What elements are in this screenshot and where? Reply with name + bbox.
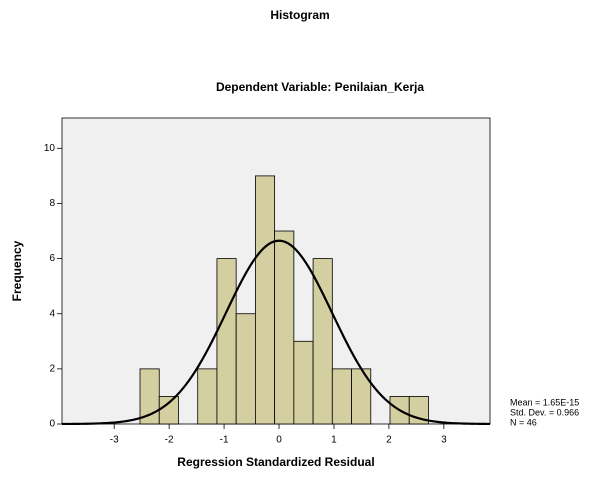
stat-label: Mean = 1.65E-15: [510, 397, 579, 407]
bar: [235, 313, 256, 425]
y-tick-label: 6: [49, 253, 55, 264]
y-tick-label: 0: [49, 419, 55, 430]
x-tick-label: -2: [165, 435, 174, 446]
x-tick-label: 2: [386, 435, 392, 446]
stat-label: N = 46: [510, 417, 537, 427]
y-tick-label: 10: [44, 143, 56, 154]
y-tick-label: 2: [49, 364, 55, 375]
bar: [331, 368, 352, 425]
chart-subtitle: Dependent Variable: Penilaian_Kerja: [216, 80, 424, 94]
normal-curve: [61, 239, 491, 426]
chart-title: Histogram: [270, 8, 329, 22]
x-tick-label: 0: [276, 435, 282, 446]
y-tick-label: 4: [49, 308, 55, 319]
bar: [254, 175, 276, 425]
y-tick-label: 8: [49, 198, 55, 209]
bar: [197, 368, 218, 425]
bar: [312, 258, 333, 425]
bar: [158, 396, 179, 425]
bar: [216, 258, 237, 425]
y-axis-title: Frequency: [10, 240, 24, 301]
x-tick-label: -3: [110, 435, 119, 446]
stat-label: Std. Dev. = 0.966: [510, 407, 579, 417]
x-tick-label: 1: [331, 435, 337, 446]
bar: [274, 230, 295, 425]
x-tick-label: -1: [220, 435, 229, 446]
bar: [293, 340, 314, 425]
x-tick-label: 3: [441, 435, 447, 446]
x-axis-title: Regression Standardized Residual: [177, 455, 374, 469]
